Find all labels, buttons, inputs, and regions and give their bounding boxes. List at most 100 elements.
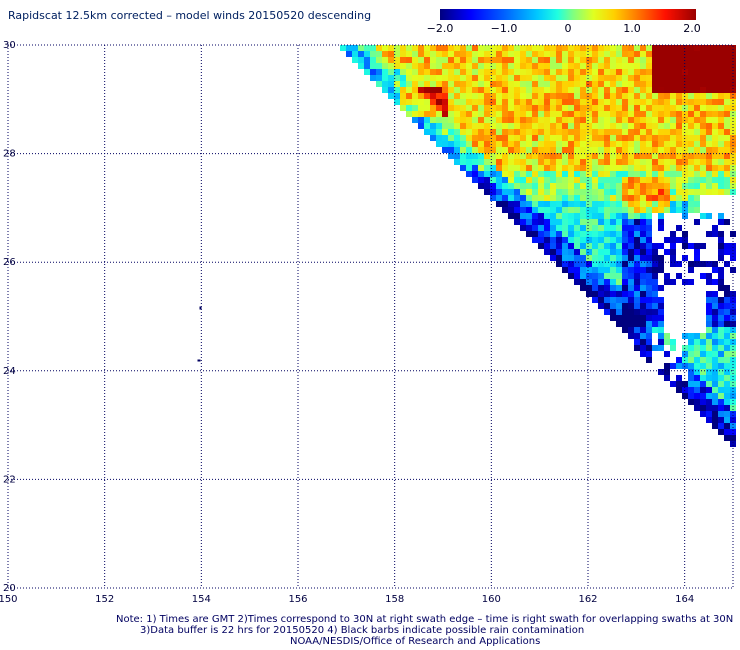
swath-cell	[358, 51, 364, 57]
swath-cell	[382, 87, 388, 93]
swath-cell	[688, 117, 694, 123]
swath-cell	[592, 69, 598, 75]
swath-cell	[592, 285, 598, 291]
swath-cell	[646, 351, 652, 357]
swath-cell	[628, 285, 634, 291]
swath-cell	[610, 207, 616, 213]
swath-cell	[460, 153, 466, 159]
swath-cell	[604, 189, 610, 195]
swath-cell	[724, 93, 730, 99]
swath-cell	[676, 225, 682, 231]
swath-cell	[580, 63, 586, 69]
swath-cell	[574, 267, 580, 273]
swath-cell	[628, 135, 634, 141]
swath-cell	[694, 255, 700, 261]
swath-cell	[508, 87, 514, 93]
swath-cell	[616, 51, 622, 57]
swath-cell	[592, 99, 598, 105]
swath-cell	[586, 213, 592, 219]
swath-cell	[670, 165, 676, 171]
swath-cell	[694, 369, 700, 375]
swath-cell	[610, 117, 616, 123]
swath-cell	[568, 273, 574, 279]
swath-cell	[490, 177, 496, 183]
swath-cell	[454, 81, 460, 87]
swath-cell	[724, 327, 730, 333]
swath-cell	[520, 135, 526, 141]
swath-cell	[604, 45, 610, 51]
swath-cell	[628, 81, 634, 87]
swath-cell	[706, 111, 712, 117]
swath-cell	[646, 189, 652, 195]
swath-cell	[574, 279, 580, 285]
swath-cell	[556, 93, 562, 99]
swath-cell	[598, 105, 604, 111]
swath-cell	[634, 63, 640, 69]
swath-cell	[580, 201, 586, 207]
swath-cell	[550, 237, 556, 243]
swath-cell	[562, 123, 568, 129]
swath-cell	[712, 417, 718, 423]
swath-cell	[490, 117, 496, 123]
swath-cell	[670, 75, 676, 81]
swath-cell	[526, 111, 532, 117]
swath-cell	[616, 135, 622, 141]
swath-cell	[436, 123, 442, 129]
swath-cell	[640, 351, 646, 357]
swath-cell	[418, 123, 424, 129]
swath-cell	[658, 165, 664, 171]
swath-cell	[724, 309, 730, 315]
swath-cell	[544, 129, 550, 135]
swath-cell	[670, 183, 676, 189]
swath-cell	[688, 339, 694, 345]
swath-cell	[652, 75, 658, 81]
swath-cell	[646, 147, 652, 153]
lon-tick-label: 162	[578, 594, 597, 605]
swath-cell	[376, 75, 382, 81]
swath-cell	[652, 45, 658, 51]
swath-cell	[664, 159, 670, 165]
swath-cell	[622, 165, 628, 171]
swath-cell	[622, 249, 628, 255]
swath-cell	[658, 219, 664, 225]
swath-cell	[604, 207, 610, 213]
swath-cell	[718, 51, 724, 57]
swath-cell	[652, 171, 658, 177]
swath-cell	[442, 129, 448, 135]
swath-cell	[484, 147, 490, 153]
swath-cell	[520, 177, 526, 183]
swath-cell	[718, 333, 724, 339]
swath-cell	[568, 237, 574, 243]
swath-cell	[556, 147, 562, 153]
swath-cell	[700, 177, 706, 183]
swath-cell	[568, 81, 574, 87]
swath-cell	[634, 57, 640, 63]
swath-cell	[616, 279, 622, 285]
swath-cell	[592, 105, 598, 111]
swath-cell	[724, 45, 730, 51]
swath-cell	[688, 147, 694, 153]
swath-cell	[580, 219, 586, 225]
swath-cell	[592, 147, 598, 153]
swath-cell	[718, 111, 724, 117]
swath-cell	[616, 153, 622, 159]
swath-cell	[610, 177, 616, 183]
swath-cell	[460, 75, 466, 81]
swath-cell	[712, 75, 718, 81]
swath-cell	[382, 45, 388, 51]
swath-cell	[718, 327, 724, 333]
swath-cell	[562, 165, 568, 171]
swath-cell	[586, 189, 592, 195]
swath-cell	[556, 81, 562, 87]
swath-cell	[628, 69, 634, 75]
swath-cell	[658, 183, 664, 189]
swath-cell	[574, 69, 580, 75]
swath-cell	[400, 75, 406, 81]
swath-cell	[586, 159, 592, 165]
swath-cell	[580, 273, 586, 279]
swath-cell	[658, 159, 664, 165]
swath-cell	[700, 399, 706, 405]
swath-cell	[616, 189, 622, 195]
swath-cell	[598, 297, 604, 303]
swath-cell	[532, 81, 538, 87]
